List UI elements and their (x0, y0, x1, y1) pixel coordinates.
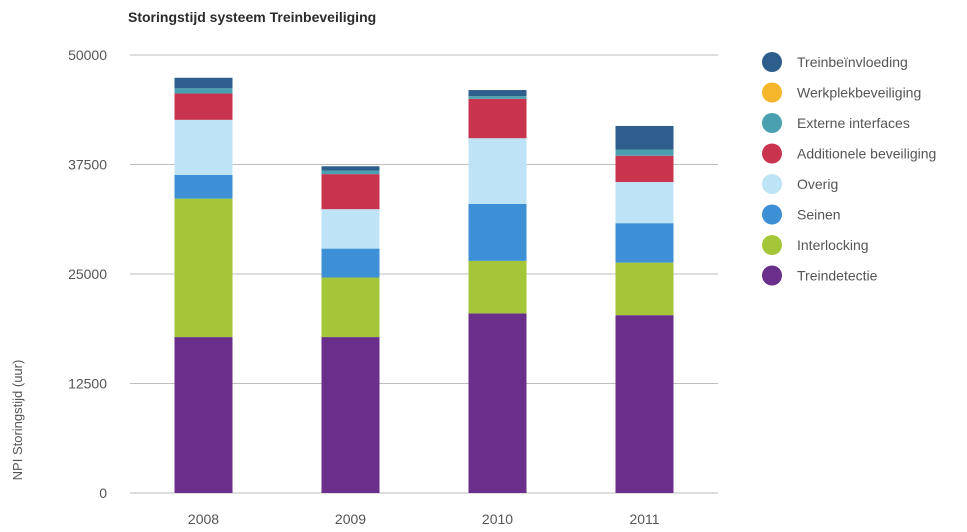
bar-2009-additionele-beveiliging (321, 174, 380, 210)
y-tick-label: 12500 (68, 376, 107, 392)
legend-label-treinbeinvloeding: Treinbeïnvloeding (797, 54, 908, 70)
chart-title: Storingstijd systeem Treinbeveiliging (128, 9, 377, 25)
bar-2009-treinbeinvloeding (321, 166, 380, 171)
x-tick-label-2011: 2011 (629, 511, 659, 527)
bars (174, 77, 674, 493)
bar-2008-treinbeinvloeding (174, 77, 233, 89)
y-axis-label: NPI Storingstijd (uur) (10, 360, 25, 481)
bar-2008-seinen (174, 175, 233, 199)
bar-2009-overig (321, 209, 380, 249)
legend-label-interlocking: Interlocking (797, 237, 869, 253)
legend-label-werkplekbeveiliging: Werkplekbeveiliging (797, 85, 921, 101)
legend-swatch-overig (762, 174, 782, 194)
x-tick-label-2009: 2009 (335, 511, 366, 527)
bar-2008-interlocking (174, 198, 233, 338)
y-tick-label: 0 (99, 485, 107, 501)
bar-2009-seinen (321, 248, 380, 278)
bar-2008-additionele-beveiliging (174, 93, 233, 120)
y-tick-label: 37500 (68, 157, 107, 173)
legend-swatch-externe-interfaces (762, 113, 782, 133)
bar-2008-externe-interfaces (174, 88, 233, 94)
bar-2010-externe-interfaces (468, 96, 527, 99)
bar-2010-seinen (468, 203, 527, 261)
bar-2011-seinen (615, 223, 674, 263)
legend-swatch-additionele-beveiliging (762, 143, 782, 164)
bar-2011-treinbeinvloeding (615, 125, 674, 150)
x-axis-ticks: 2008 2009 2010 2011 (188, 511, 660, 527)
bar-2010-additionele-beveiliging (468, 98, 527, 139)
legend-swatch-werkplekbeveiliging (762, 82, 782, 103)
bar-2011-overig (615, 182, 674, 224)
legend: Treinbeïnvloeding Werkplekbeveiliging Exte… (762, 52, 936, 286)
y-axis-ticks: 0 12500 25000 37500 50000 (68, 47, 107, 501)
legend-swatch-interlocking (762, 235, 782, 255)
legend-label-seinen: Seinen (797, 207, 841, 223)
y-tick-label: 25000 (68, 266, 107, 282)
bar-2009-treindetectie (321, 337, 380, 493)
bar-2010-overig (468, 138, 527, 204)
bar-2010-interlocking (468, 260, 527, 314)
bar-2008-treindetectie (174, 337, 233, 493)
bar-2011-additionele-beveiliging (615, 155, 674, 183)
legend-label-treindetectie: Treindetectie (797, 268, 878, 284)
legend-label-overig: Overig (797, 176, 838, 192)
legend-label-externe-interfaces: Externe interfaces (797, 115, 910, 131)
bar-2010-treindetectie (468, 313, 527, 493)
bar-2011-interlocking (615, 262, 674, 316)
x-tick-label-2010: 2010 (482, 511, 513, 527)
legend-swatch-treindetectie (762, 265, 782, 286)
bar-2011-externe-interfaces (615, 149, 674, 156)
legend-label-additionele-beveiliging: Additionele beveiliging (797, 146, 936, 162)
legend-swatch-seinen (762, 204, 782, 225)
bar-2009-interlocking (321, 277, 380, 338)
bar-2008-overig (174, 119, 233, 176)
bar-2009-externe-interfaces (321, 170, 380, 175)
legend-swatch-treinbeinvloeding (762, 52, 782, 72)
y-tick-label: 50000 (68, 47, 107, 63)
bar-2010-treinbeinvloeding (468, 90, 527, 97)
x-tick-label-2008: 2008 (188, 511, 219, 527)
bar-2011-treindetectie (615, 315, 674, 493)
